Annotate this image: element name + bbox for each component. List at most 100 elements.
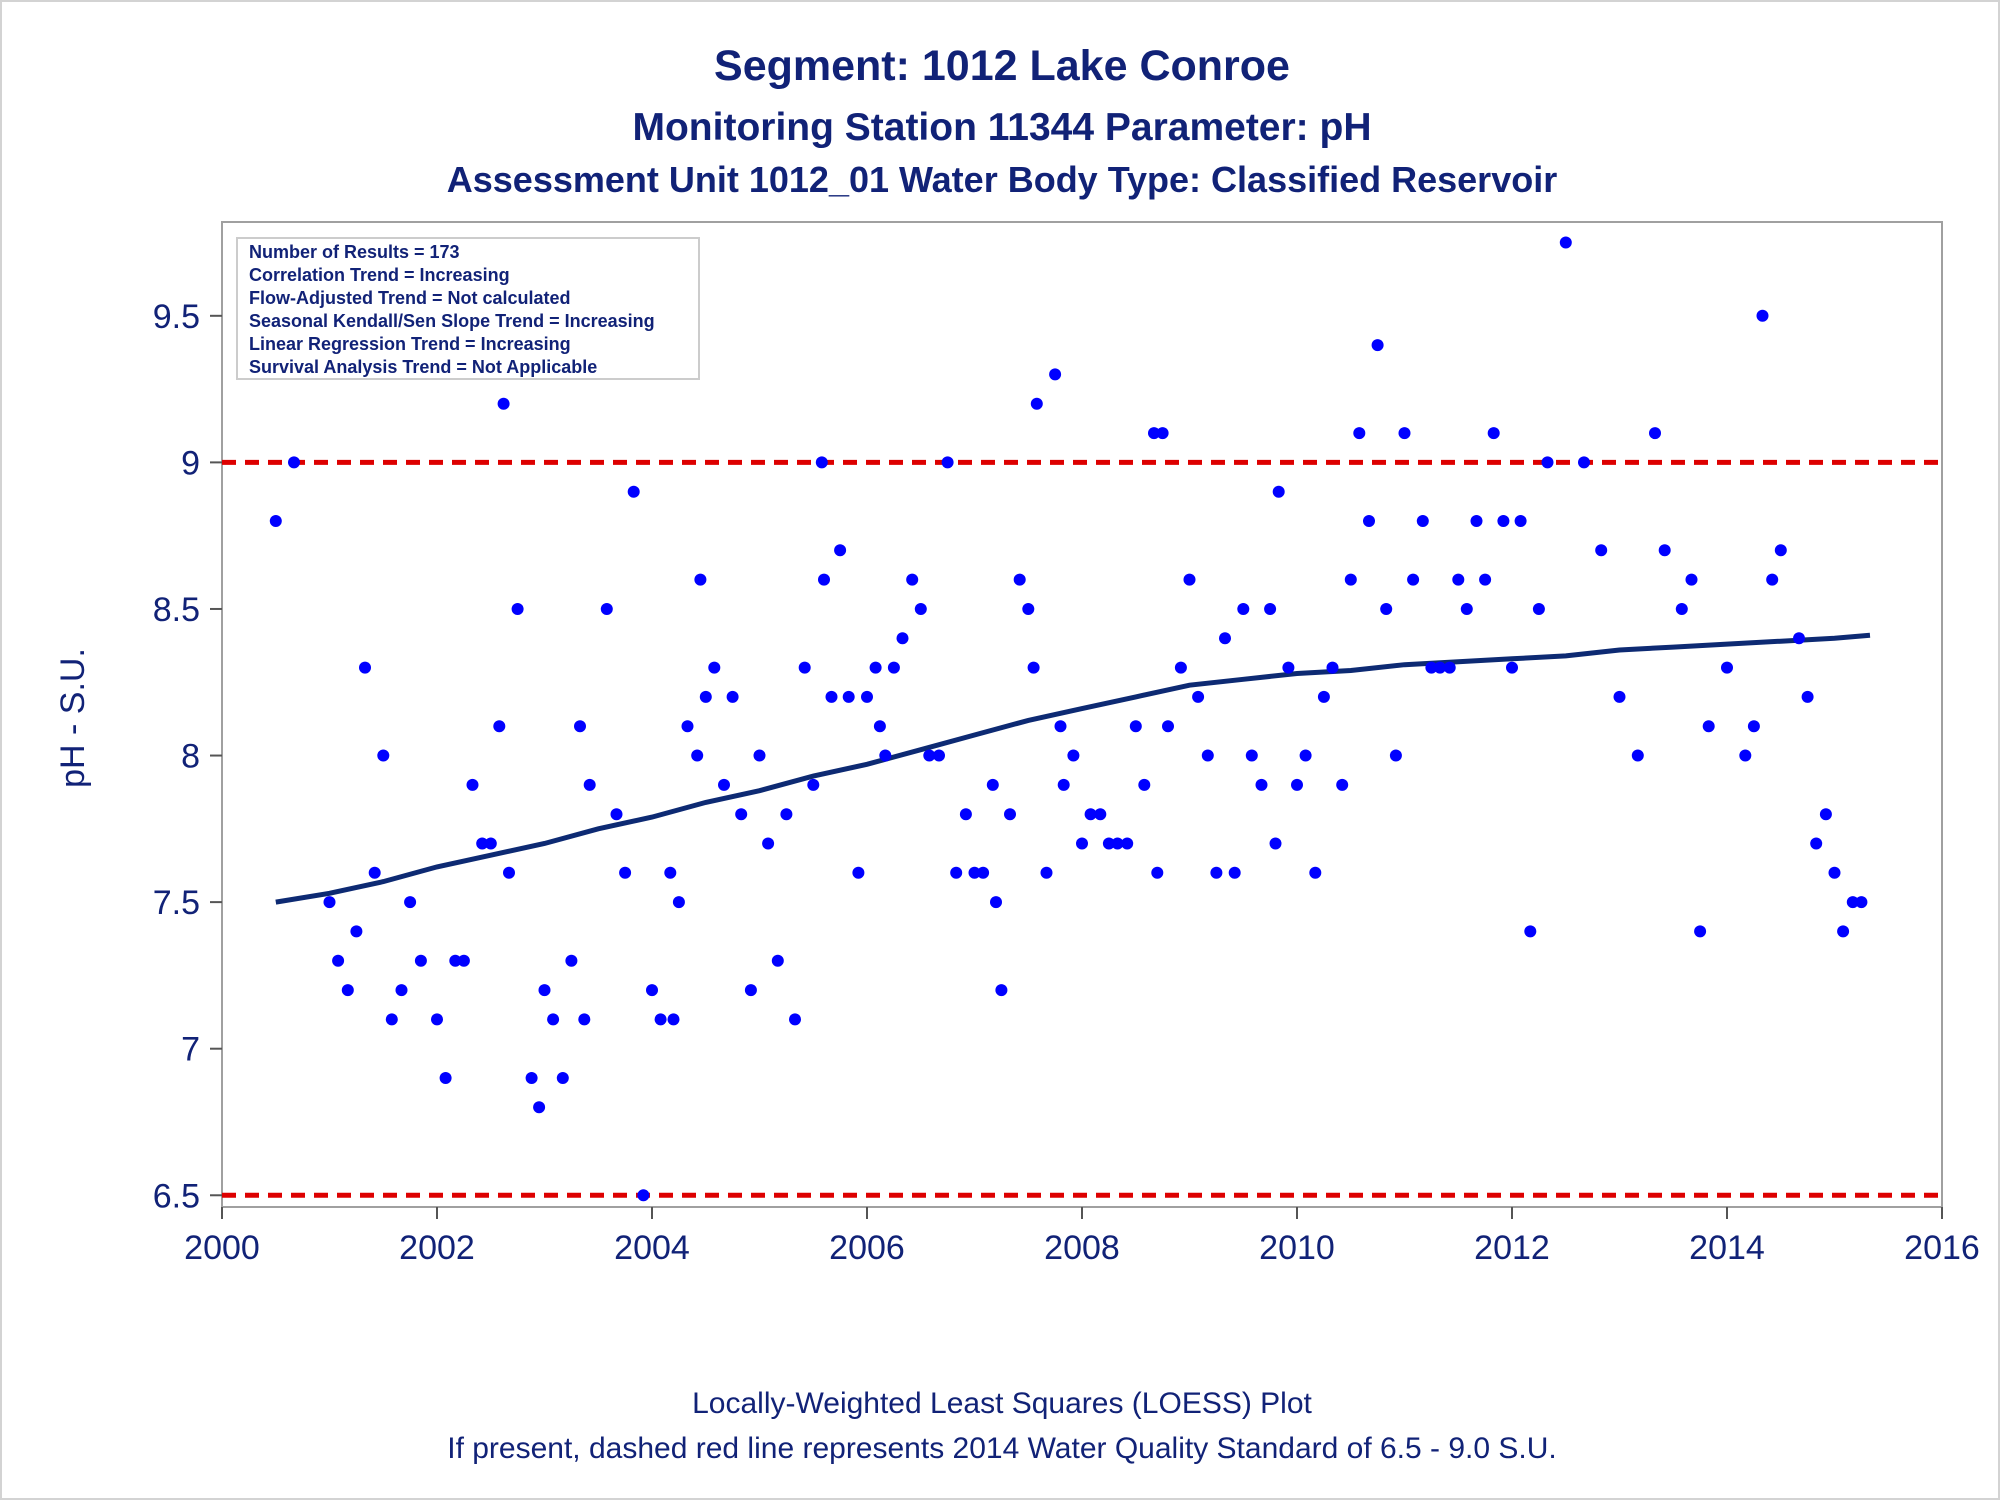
data-point	[1219, 632, 1231, 645]
data-point	[1739, 749, 1752, 762]
data-point	[1541, 456, 1554, 469]
data-point	[780, 808, 793, 821]
data-point	[691, 749, 704, 762]
inset-flow-adjusted-trend: Flow-Adjusted Trend = Not calculated	[249, 288, 571, 308]
data-point	[1747, 720, 1760, 733]
data-point	[873, 720, 886, 733]
data-point	[323, 896, 336, 909]
data-point	[574, 720, 586, 733]
data-point	[377, 749, 390, 762]
data-point	[681, 720, 694, 733]
data-point	[627, 485, 640, 498]
data-point	[497, 397, 510, 410]
data-point	[968, 866, 981, 879]
data-point	[1076, 837, 1088, 850]
data-point	[1613, 690, 1626, 703]
data-point	[798, 661, 811, 674]
data-point	[476, 837, 489, 850]
data-point	[1363, 515, 1375, 527]
inset-linear-regression-trend: Linear Regression Trend = Increasing	[249, 334, 571, 354]
data-point	[941, 456, 954, 469]
data-point	[818, 573, 830, 586]
data-point	[1336, 778, 1349, 791]
data-point	[914, 603, 927, 615]
data-point	[1151, 866, 1164, 879]
data-point	[1299, 749, 1312, 762]
y-axis-label: pH - S.U.	[54, 648, 92, 788]
data-point	[600, 603, 613, 615]
data-point	[1255, 778, 1268, 791]
data-point	[1067, 749, 1080, 762]
data-point	[834, 544, 847, 557]
data-point	[1479, 573, 1492, 586]
reference-lines	[222, 459, 1942, 1198]
data-point	[439, 1072, 452, 1084]
data-point	[484, 837, 497, 850]
data-point	[1030, 397, 1043, 410]
data-point	[1245, 749, 1258, 762]
y-axis: 6.5 7 7.5 8 8.5 9 9.5	[153, 298, 222, 1215]
data-point	[1102, 837, 1115, 850]
data-point	[1282, 661, 1295, 674]
data-point	[1183, 573, 1196, 586]
data-point	[1578, 456, 1590, 469]
data-point	[538, 984, 551, 997]
data-point	[1049, 368, 1062, 381]
data-point	[1162, 720, 1174, 733]
inset-seasonal-kendall-trend: Seasonal Kendall/Sen Slope Trend = Incre…	[249, 311, 655, 331]
inset-correlation-trend: Correlation Trend = Increasing	[249, 265, 510, 285]
x-tick-label: 2004	[614, 1229, 690, 1267]
data-point	[1766, 573, 1779, 586]
stats-inset-box: Number of Results = 173 Correlation Tren…	[236, 237, 700, 380]
data-point	[1793, 632, 1805, 645]
data-point	[1756, 309, 1769, 322]
data-point	[1237, 603, 1250, 615]
data-point	[1210, 866, 1223, 879]
data-point	[1452, 573, 1465, 586]
data-point	[619, 866, 632, 879]
data-point	[995, 984, 1008, 997]
x-tick-label: 2008	[1044, 1229, 1120, 1267]
y-tick-label: 6.5	[153, 1177, 200, 1215]
data-point	[525, 1072, 538, 1084]
data-point	[718, 778, 730, 791]
data-point	[807, 778, 820, 791]
y-tick-label: 8	[181, 738, 200, 776]
footnote-standard: If present, dashed red line represents 2…	[447, 1432, 1557, 1465]
data-point	[852, 866, 865, 879]
data-point	[341, 984, 354, 997]
data-point	[332, 954, 345, 967]
x-tick-label: 2000	[184, 1229, 260, 1267]
y-tick-label: 9	[181, 444, 200, 482]
data-point	[1658, 544, 1671, 557]
data-point	[404, 896, 417, 909]
data-point	[610, 808, 623, 821]
data-point	[395, 984, 408, 997]
data-point	[1524, 925, 1537, 938]
data-point	[1506, 661, 1518, 674]
data-point	[1353, 427, 1366, 440]
data-point	[1326, 661, 1339, 674]
data-point	[1380, 603, 1393, 615]
data-point	[672, 896, 685, 909]
x-tick-label: 2014	[1689, 1229, 1765, 1267]
data-point	[694, 573, 707, 586]
data-point	[923, 749, 936, 762]
data-point	[1497, 515, 1510, 527]
data-point	[1416, 515, 1429, 527]
data-point	[744, 984, 757, 997]
data-point	[1040, 866, 1053, 879]
data-point	[1228, 866, 1241, 879]
data-point	[825, 690, 838, 703]
data-point	[1631, 749, 1644, 762]
y-tick-label: 7.5	[153, 884, 200, 922]
data-point	[1774, 544, 1787, 557]
data-point	[1013, 573, 1026, 586]
data-point	[1819, 808, 1832, 821]
data-point	[933, 749, 945, 762]
data-point	[1192, 690, 1205, 703]
data-point	[1148, 427, 1160, 440]
data-point	[1317, 690, 1330, 703]
data-point	[1138, 778, 1151, 791]
data-point	[842, 690, 855, 703]
